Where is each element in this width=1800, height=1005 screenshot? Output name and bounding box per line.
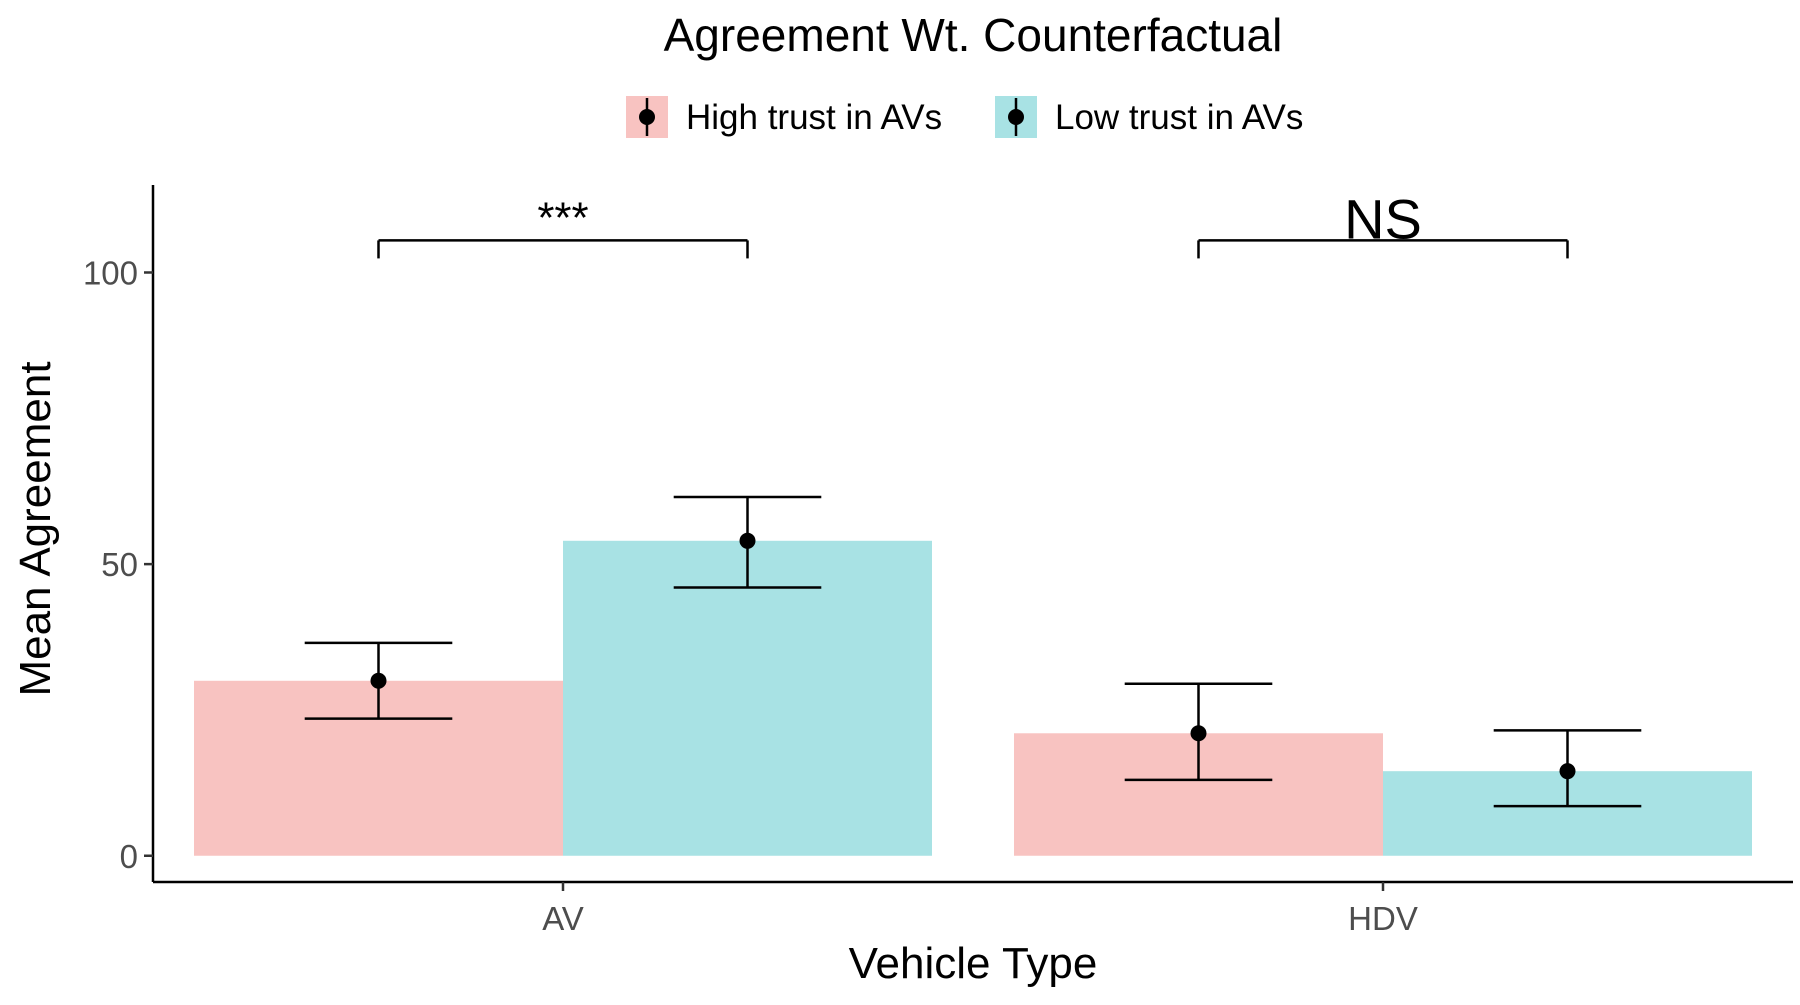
legend-key-low (995, 96, 1037, 138)
mean-point (1190, 725, 1207, 742)
legend-label-high: High trust in AVs (686, 98, 942, 137)
legend: High trust in AVs Low trust in AVs (626, 96, 1303, 138)
y-axis-title: Mean Agreement (11, 361, 60, 696)
x-tick-label: AV (542, 900, 584, 937)
y-tick-label: 100 (83, 254, 138, 291)
legend-label-low: Low trust in AVs (1055, 98, 1303, 137)
x-axis-title: Vehicle Type (849, 939, 1098, 988)
mean-point (1559, 763, 1576, 780)
legend-point-glyph (1008, 109, 1024, 125)
x-tick-label: HDV (1348, 900, 1418, 937)
legend-point-glyph (639, 109, 655, 125)
y-tick-label: 0 (120, 838, 138, 875)
mean-point (370, 672, 387, 689)
y-tick-label: 50 (101, 546, 138, 583)
significance-label: NS (1344, 187, 1422, 250)
mean-point (739, 532, 756, 549)
bar-av-low (563, 540, 932, 856)
plot-area: *** NS 0 50 100 AV HDV (83, 185, 1793, 937)
legend-key-high (626, 96, 668, 138)
significance-bracket (1197, 239, 1569, 259)
chart-title: Agreement Wt. Counterfactual (664, 9, 1283, 61)
significance-bracket (377, 239, 749, 259)
significance-label: *** (537, 193, 588, 242)
